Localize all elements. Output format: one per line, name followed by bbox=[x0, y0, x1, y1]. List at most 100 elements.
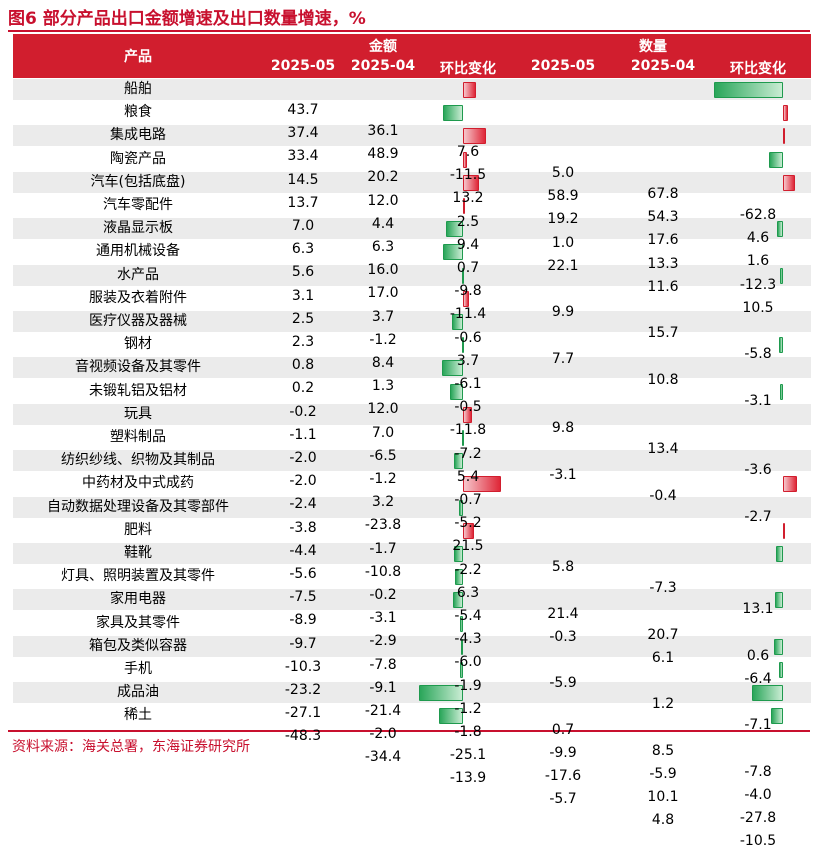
cell-quantity-2025-05: -9.9 bbox=[549, 745, 577, 761]
cell-quantity-change: 13.1 bbox=[742, 601, 774, 618]
cell-quantity-2025-05 bbox=[513, 581, 613, 602]
table-row: 家用电器 -8.9 -2.9 -6.0 -5.9 1.2 -7.1 bbox=[13, 589, 811, 733]
cell-product: 液晶显示板 bbox=[103, 220, 173, 237]
table-row: 水产品 3.1 3.7 -0.6 7.7 10.8 -3.1 bbox=[13, 264, 811, 409]
cell-product: 纺织纱线、织物及其制品 bbox=[61, 452, 215, 469]
change-bar bbox=[780, 383, 783, 400]
cell-quantity-2025-04: 13.3 bbox=[647, 255, 679, 272]
cell-amount-2025-05: 5.6 bbox=[291, 264, 315, 281]
cell-product: 家具及其零件 bbox=[96, 614, 180, 631]
change-bar bbox=[463, 198, 465, 214]
cell-amount-2025-05: -23.2 bbox=[284, 682, 322, 698]
table-row: 集成电路 33.4 20.2 13.2 19.2 17.6 1.6 bbox=[13, 125, 811, 269]
cell-amount-2025-05: -1.1 bbox=[289, 426, 317, 443]
cell-quantity-2025-05: 9.9 bbox=[551, 304, 575, 321]
cell-amount-change: -9.8 bbox=[454, 283, 482, 300]
cell-quantity-2025-04: -0.4 bbox=[649, 487, 677, 504]
cell-quantity-2025-05: -17.6 bbox=[544, 768, 582, 785]
cell-quantity-2025-04 bbox=[613, 555, 713, 576]
cell-amount-2025-05: -4.4 bbox=[289, 542, 317, 559]
change-bar bbox=[452, 314, 463, 330]
cell-quantity-2025-05 bbox=[513, 511, 613, 532]
cell-product: 鞋靴 bbox=[124, 545, 152, 561]
change-bar bbox=[775, 592, 783, 609]
header-col-5: 2025-04 bbox=[630, 58, 696, 74]
cell-quantity-change bbox=[713, 576, 803, 597]
cell-quantity-change: -7.8 bbox=[744, 763, 772, 780]
cell-quantity-2025-04 bbox=[613, 462, 713, 483]
change-bar bbox=[779, 267, 783, 284]
change-bar bbox=[769, 151, 783, 168]
cell-quantity-2025-05: -5.7 bbox=[549, 791, 577, 808]
cell-amount-change: 3.7 bbox=[456, 352, 480, 369]
header-product: 产品 bbox=[124, 49, 152, 65]
cell-quantity-2025-04: 20.7 bbox=[647, 626, 679, 643]
cell-quantity-change: -4.0 bbox=[744, 787, 772, 803]
change-bar bbox=[463, 82, 477, 98]
cell-amount-2025-05: -2.0 bbox=[289, 473, 317, 490]
table-row: 粮食 37.4 48.9 -11.5 58.9 54.3 4.6 bbox=[13, 102, 811, 246]
cell-amount-change: 5.4 bbox=[456, 468, 480, 485]
cell-quantity-2025-04 bbox=[613, 346, 713, 367]
cell-quantity-2025-05: 21.4 bbox=[547, 605, 579, 622]
change-bar bbox=[783, 128, 785, 145]
cell-amount-2025-04: -7.8 bbox=[369, 656, 397, 673]
cell-amount-change: -1.8 bbox=[454, 724, 482, 740]
header-group-quantity: 数量 bbox=[639, 39, 667, 55]
cell-quantity-change bbox=[713, 321, 803, 342]
header-col-6: 环比变化 bbox=[730, 61, 786, 77]
cell-amount-2025-05: 43.7 bbox=[287, 102, 319, 118]
cell-amount-change: -11.4 bbox=[449, 306, 487, 323]
change-bar bbox=[442, 360, 463, 377]
change-bar bbox=[461, 267, 464, 284]
cell-amount-change: -6.0 bbox=[454, 654, 482, 671]
cell-quantity-change: -3.1 bbox=[744, 392, 772, 409]
cell-quantity-change bbox=[713, 483, 803, 504]
cell-quantity-2025-04: 1.2 bbox=[651, 696, 675, 713]
change-bar bbox=[783, 174, 795, 191]
cell-amount-2025-05: 0.8 bbox=[291, 357, 315, 374]
cell-product: 汽车(包括底盘) bbox=[90, 173, 186, 190]
cell-quantity-change bbox=[713, 739, 803, 760]
cell-quantity-change: -2.7 bbox=[744, 508, 772, 525]
cell-quantity-2025-05: 1.0 bbox=[551, 234, 575, 251]
cell-product: 集成电路 bbox=[110, 127, 166, 144]
cell-amount-2025-05: -8.9 bbox=[289, 612, 317, 629]
cell-quantity-change: -10.5 bbox=[739, 833, 777, 850]
cell-quantity-2025-04: -7.3 bbox=[649, 580, 677, 597]
cell-amount-2025-05: 13.7 bbox=[287, 194, 319, 211]
cell-quantity-2025-05: 0.7 bbox=[551, 721, 575, 738]
cell-quantity-change: 4.6 bbox=[746, 230, 770, 247]
change-bar bbox=[463, 476, 501, 493]
change-bar bbox=[463, 290, 470, 307]
cell-product: 陶瓷产品 bbox=[110, 150, 166, 167]
change-bar bbox=[783, 476, 798, 493]
cell-amount-2025-04: -1.2 bbox=[369, 331, 397, 348]
change-bar bbox=[459, 615, 463, 632]
change-bar bbox=[713, 82, 783, 98]
cell-quantity-2025-04 bbox=[613, 509, 713, 530]
cell-amount-change: 6.3 bbox=[456, 584, 480, 601]
source-note: 资料来源：海关总署，东海证券研究所 bbox=[12, 739, 250, 755]
cell-quantity-2025-04 bbox=[613, 718, 713, 739]
header-group-amount: 金额 bbox=[369, 39, 397, 55]
cell-amount-change: 0.7 bbox=[456, 260, 480, 276]
cell-product: 钢材 bbox=[124, 336, 152, 353]
cell-quantity-2025-05: -5.9 bbox=[549, 675, 577, 692]
cell-product: 通用机械设备 bbox=[96, 243, 180, 260]
cell-amount-change: -6.1 bbox=[454, 376, 482, 392]
cell-quantity-change bbox=[713, 553, 803, 574]
cell-quantity-change: -5.8 bbox=[744, 346, 772, 363]
table-row: 船舶 43.7 36.1 7.6 5.0 67.8 -62.8 bbox=[13, 79, 811, 223]
cell-quantity-change bbox=[713, 530, 803, 551]
cell-amount-change: -13.9 bbox=[449, 770, 487, 787]
cell-quantity-change: -3.6 bbox=[744, 462, 772, 479]
change-bar bbox=[779, 337, 783, 354]
cell-quantity-2025-05 bbox=[513, 534, 613, 555]
table-row: 陶瓷产品 14.5 12.0 2.5 1.0 13.3 -12.3 bbox=[13, 149, 811, 293]
cell-amount-2025-04: -2.9 bbox=[369, 633, 397, 650]
change-bar bbox=[461, 430, 464, 446]
cell-amount-2025-04: -10.8 bbox=[364, 563, 402, 580]
cell-amount-2025-04: -23.8 bbox=[364, 517, 402, 534]
change-bar bbox=[752, 685, 783, 702]
